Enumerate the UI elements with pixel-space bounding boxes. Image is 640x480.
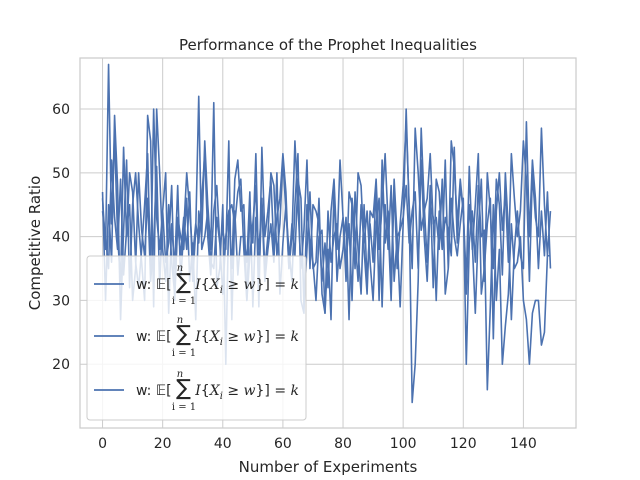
y-tick-label: 50 [52,166,70,182]
legend-sum-upper: n [177,369,183,380]
series-line-3 [101,95,551,391]
legend-sum-upper: n [177,263,183,274]
x-tick-labels: 0 20 40 60 80 100 120 140 [98,436,537,452]
x-tick-label: 100 [390,436,417,452]
series-lines [101,63,552,404]
x-axis-label: Number of Experiments [239,458,418,476]
chart-title: Performance of the Prophet Inequalities [179,36,477,54]
x-tick-label: 80 [334,436,352,452]
y-axis-label: Competitive Ratio [26,176,44,311]
x-tick-label: 0 [98,436,107,452]
legend-label: w: 𝔼[ ∑ I{Xi ≥ w}] = k [136,322,299,348]
y-tick-label: 40 [52,230,70,246]
legend-entry: w: 𝔼[ ∑ I{Xi ≥ w}] = kn i = 1 [94,263,299,307]
legend-sum-upper: n [177,315,183,326]
y-tick-label: 30 [52,293,70,309]
x-tick-label: 60 [274,436,292,452]
y-tick-label: 20 [52,357,70,373]
legend-sum-lower: i = 1 [172,296,196,307]
legend-label: w: 𝔼[ ∑ I{Xi ≥ w}] = k [136,376,299,402]
legend-sum-lower: i = 1 [172,348,196,359]
x-tick-label: 140 [510,436,537,452]
legend-sum-lower: i = 1 [172,402,196,413]
x-tick-label: 120 [450,436,477,452]
x-tick-label: 40 [214,436,232,452]
legend: w: 𝔼[ ∑ I{Xi ≥ w}] = kni = 1w: 𝔼[ ∑ I{Xi… [86,255,307,421]
legend-label: w: 𝔼[ ∑ I{Xi ≥ w}] = k [136,270,299,296]
y-tick-labels: 20 30 40 50 60 [52,102,70,373]
legend-entry: w: 𝔼[ ∑ I{Xi ≥ w}] = kn i = 1 [94,315,299,359]
plot-frame [79,57,577,429]
legend-entry: w: 𝔼[ ∑ I{Xi ≥ w}] = kn i = 1 [94,369,299,413]
legend-box [86,255,307,421]
x-tick-label: 20 [154,436,172,452]
y-tick-label: 60 [52,102,70,118]
